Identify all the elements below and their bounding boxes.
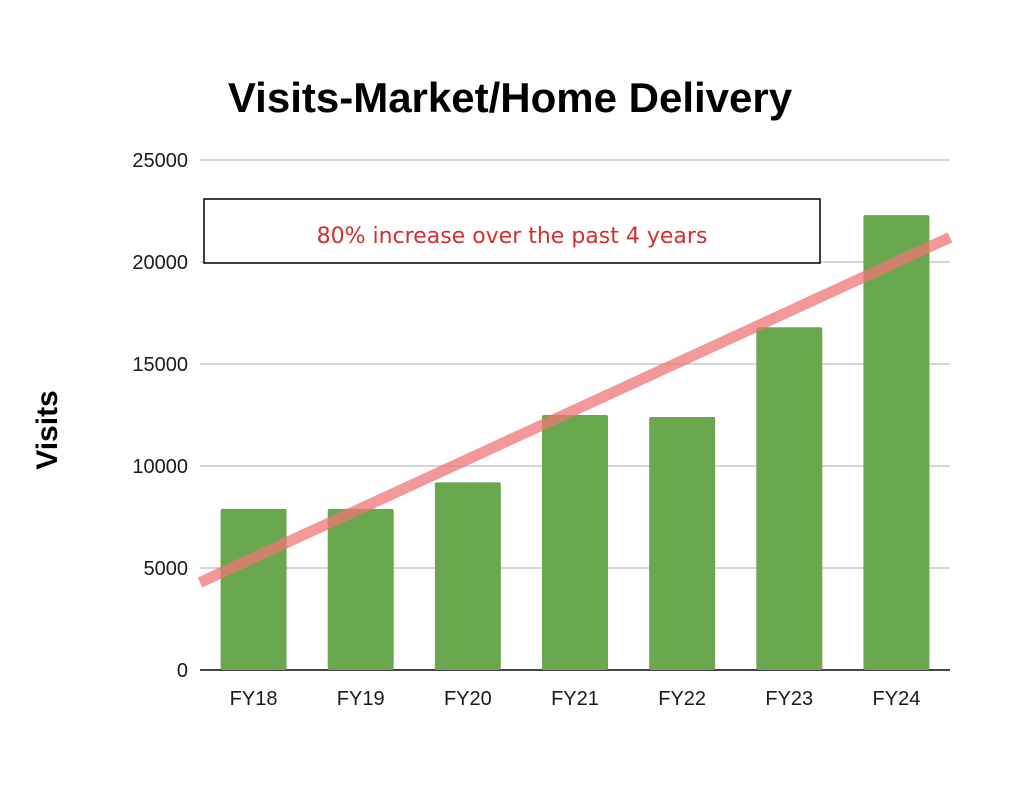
x-tick-label: FY21 (551, 688, 599, 710)
y-tick-label: 20000 (132, 252, 188, 274)
bar-fy23 (756, 327, 823, 670)
y-axis-label: Visits (31, 390, 64, 470)
x-tick-label: FY22 (658, 688, 706, 710)
annotation-box: 80% increase over the past 4 years (203, 198, 821, 264)
trendline (197, 232, 953, 588)
x-tick-label: FY23 (765, 688, 813, 710)
annotation-border (203, 198, 821, 264)
bar-fy20 (434, 482, 501, 670)
y-tick-label: 15000 (132, 354, 188, 376)
bar-fy24 (863, 215, 930, 670)
x-tick-label: FY20 (444, 688, 492, 710)
bar-fy19 (327, 508, 394, 670)
annotation-text: 80% increase over the past 4 years (317, 224, 708, 249)
y-axis-ticks: 0 5000 10000 15000 20000 25000 (132, 150, 188, 682)
y-tick-label: 5000 (144, 558, 189, 580)
bar-fy22 (649, 417, 716, 670)
x-axis-ticks: FY18 FY19 FY20 FY21 FY22 FY23 FY24 (230, 688, 921, 710)
y-tick-label: 0 (177, 660, 188, 682)
x-tick-label: FY19 (337, 688, 385, 710)
x-tick-label: FY18 (230, 688, 278, 710)
bar-fy18 (220, 508, 287, 670)
chart-title: Visits-Market/Home Delivery (228, 74, 793, 121)
bars (220, 215, 930, 670)
y-tick-label: 25000 (132, 150, 188, 172)
x-tick-label: FY24 (873, 688, 921, 710)
bar-fy21 (542, 415, 608, 670)
y-tick-label: 10000 (132, 456, 188, 478)
